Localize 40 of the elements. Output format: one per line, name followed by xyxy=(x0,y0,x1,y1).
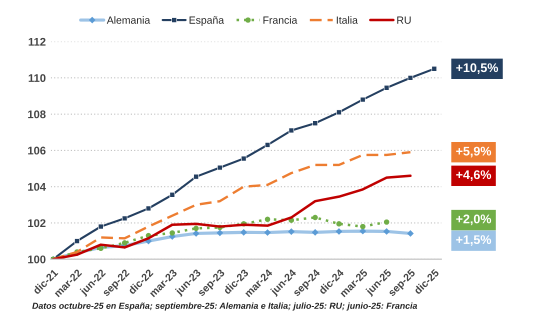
y-tick-label: 112 xyxy=(28,38,46,46)
y-tick-label: 102 xyxy=(28,219,46,228)
point xyxy=(146,206,152,212)
legend-label: RU xyxy=(397,16,411,24)
text: +4,6% xyxy=(456,170,492,181)
point xyxy=(336,221,342,227)
text: +10,5% xyxy=(456,63,498,74)
y-tick-label: 110 xyxy=(28,74,46,82)
legend-label: España xyxy=(190,16,224,26)
point xyxy=(98,224,104,230)
legend-label: Alemania xyxy=(106,16,150,24)
text: +2,0% xyxy=(456,214,492,226)
point xyxy=(360,96,366,102)
y-tick-label: 100 xyxy=(28,255,46,264)
y-tick-label: 108 xyxy=(28,110,46,118)
point xyxy=(336,110,342,116)
point xyxy=(217,164,223,170)
legend-label: Italia xyxy=(336,16,358,24)
point xyxy=(122,240,128,246)
point xyxy=(360,224,366,230)
point xyxy=(74,238,80,244)
point xyxy=(408,75,414,81)
text: +5,9% xyxy=(456,146,492,158)
point xyxy=(170,230,175,236)
text: +1,5% xyxy=(456,235,492,246)
point xyxy=(288,128,294,134)
point xyxy=(384,85,390,91)
line-series xyxy=(52,174,412,260)
legend-label: Francia xyxy=(263,16,298,24)
point xyxy=(122,216,128,222)
point xyxy=(312,214,318,220)
y-tick-label: 104 xyxy=(28,182,46,191)
text: Datos octubre-25 en España; septiembre-25: Alemania e Italia; julio-25: RU; junio-25: Francia xyxy=(32,302,418,311)
point xyxy=(384,219,390,225)
point xyxy=(264,216,270,222)
point xyxy=(241,156,246,162)
point xyxy=(312,120,318,126)
point xyxy=(193,226,199,232)
point xyxy=(170,192,175,198)
y-tick-label: 106 xyxy=(28,146,46,155)
